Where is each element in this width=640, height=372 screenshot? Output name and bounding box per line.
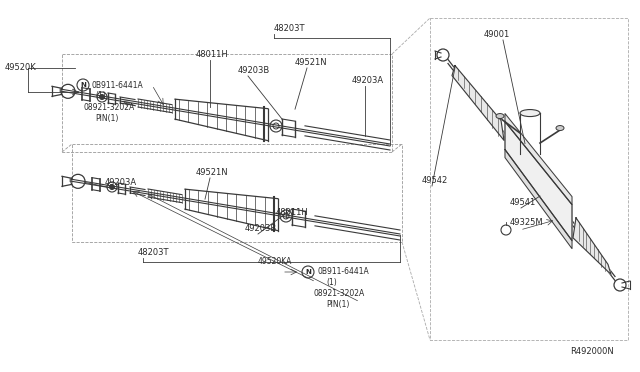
Text: 49521N: 49521N — [196, 167, 228, 176]
Text: N: N — [80, 82, 86, 88]
Text: 0B911-6441A: 0B911-6441A — [318, 267, 370, 276]
Text: 49520K: 49520K — [5, 62, 36, 71]
Ellipse shape — [496, 113, 504, 119]
Polygon shape — [505, 150, 572, 248]
Text: 49203A: 49203A — [105, 177, 137, 186]
Circle shape — [99, 94, 104, 99]
Text: 49541: 49541 — [510, 198, 536, 206]
Text: 48203T: 48203T — [138, 247, 170, 257]
Text: 0B911-6441A: 0B911-6441A — [91, 80, 143, 90]
Text: (1): (1) — [326, 279, 337, 288]
Text: 49325M: 49325M — [510, 218, 543, 227]
Text: R492000N: R492000N — [570, 347, 614, 356]
Text: 49203B: 49203B — [245, 224, 277, 232]
Polygon shape — [573, 218, 611, 275]
Polygon shape — [505, 113, 572, 205]
Text: 08921-3202A: 08921-3202A — [314, 289, 365, 298]
Text: 49203A: 49203A — [352, 76, 384, 84]
Text: 08921-3202A: 08921-3202A — [83, 103, 134, 112]
Circle shape — [109, 185, 115, 189]
Text: PIN(1): PIN(1) — [326, 299, 349, 308]
Text: (1): (1) — [95, 90, 106, 99]
Ellipse shape — [556, 126, 564, 131]
Polygon shape — [505, 122, 572, 241]
Text: 49521N: 49521N — [295, 58, 328, 67]
Text: PIN(1): PIN(1) — [95, 113, 118, 122]
Ellipse shape — [520, 109, 540, 116]
Text: N: N — [305, 269, 311, 275]
Text: 48011H: 48011H — [276, 208, 308, 217]
Text: 49001: 49001 — [484, 29, 510, 38]
Text: 48203T: 48203T — [274, 23, 305, 32]
Text: 48011H: 48011H — [196, 49, 228, 58]
Text: 49520KA: 49520KA — [258, 257, 292, 266]
Text: 49203B: 49203B — [238, 65, 270, 74]
Polygon shape — [452, 65, 504, 140]
Text: 49542: 49542 — [422, 176, 448, 185]
